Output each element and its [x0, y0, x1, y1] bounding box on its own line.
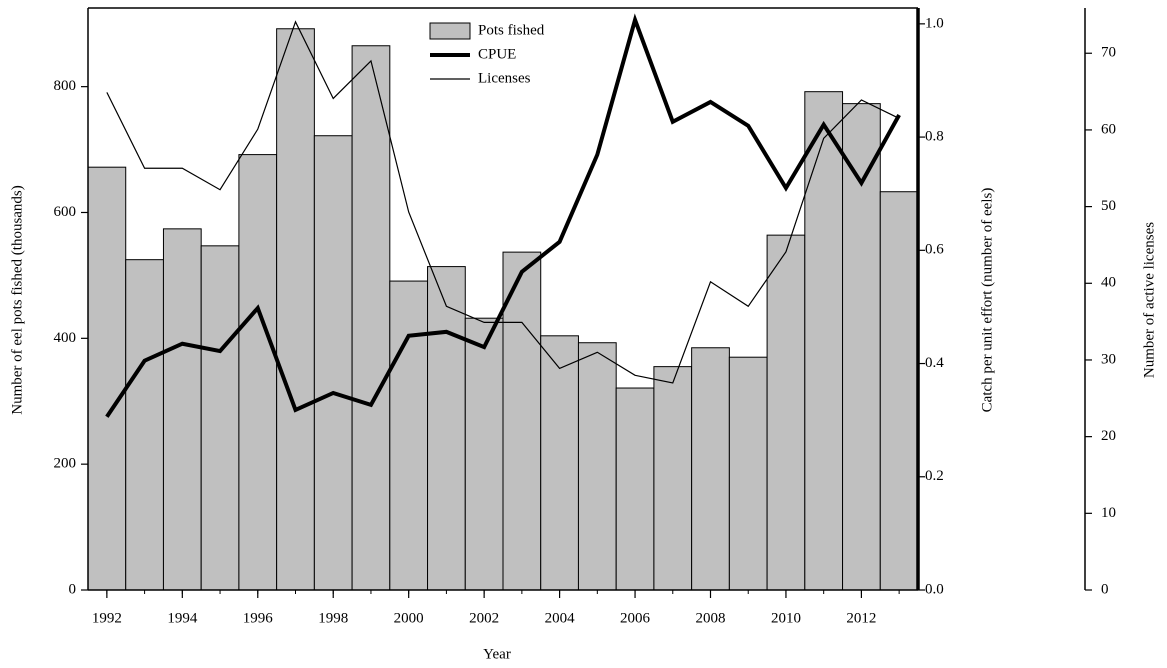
- y2-tick-label: 0.6: [925, 242, 944, 258]
- x-tick-label: 2010: [771, 610, 801, 626]
- bar: [464, 317, 504, 591]
- legend-label: Pots fished: [478, 22, 545, 38]
- bar: [804, 91, 844, 591]
- y-tick-label: 200: [54, 456, 77, 472]
- y3-tick-label: 10: [1101, 505, 1116, 521]
- y3-tick-label: 40: [1101, 275, 1116, 291]
- y3-tick-label: 70: [1101, 45, 1116, 61]
- x-tick-label: 1998: [318, 610, 348, 626]
- bar: [125, 259, 164, 591]
- y2-tick-label: 0.4: [925, 355, 944, 371]
- y3-tick-label: 50: [1101, 198, 1116, 214]
- x-axis-label: Year: [483, 646, 511, 662]
- x-tick-label: 2008: [696, 610, 726, 626]
- x-tick-label: 1992: [92, 610, 122, 626]
- bar: [766, 234, 806, 591]
- x-tick-label: 2000: [394, 610, 424, 626]
- x-tick-label: 2006: [620, 610, 651, 626]
- bar: [879, 191, 919, 591]
- y2-axis-label: Catch per unit effort (number of eels): [979, 188, 995, 413]
- bar: [653, 366, 693, 591]
- y3-tick-label: 0: [1101, 581, 1109, 597]
- x-tick-label: 2004: [545, 610, 576, 626]
- bar: [351, 45, 391, 591]
- y-tick-label: 400: [54, 330, 77, 346]
- bar: [427, 266, 466, 591]
- bar: [615, 387, 655, 591]
- y-tick-label: 600: [54, 204, 77, 220]
- legend-label: Licenses: [478, 70, 531, 86]
- bar: [389, 280, 429, 591]
- line-series: [106, 20, 900, 384]
- bar: [842, 103, 881, 591]
- y2-tick-label: 0.0: [925, 581, 944, 597]
- y3-tick-label: 30: [1101, 351, 1116, 367]
- legend-label: CPUE: [478, 46, 516, 62]
- bar: [577, 342, 617, 591]
- x-tick-label: 2002: [469, 610, 499, 626]
- y-axis-label: Number of eel pots fished (thousands): [9, 185, 25, 415]
- bar: [502, 251, 542, 591]
- bar: [313, 135, 353, 591]
- bar: [200, 245, 240, 591]
- line-series: [105, 13, 901, 418]
- y3-axis-label: Number of active licenses: [1141, 222, 1157, 378]
- y2-tick-label: 0.8: [925, 129, 944, 145]
- y-tick-label: 0: [69, 581, 77, 597]
- y3-tick-label: 60: [1101, 121, 1116, 137]
- bar: [162, 228, 202, 591]
- bar: [540, 335, 579, 591]
- y-tick-label: 800: [54, 78, 77, 94]
- x-tick-label: 1994: [167, 610, 198, 626]
- bar: [691, 347, 730, 591]
- bar: [276, 28, 315, 591]
- y2-tick-label: 0.2: [925, 468, 944, 484]
- bar: [238, 154, 278, 591]
- y2-tick-label: 1.0: [925, 15, 944, 31]
- y3-tick-label: 20: [1101, 428, 1116, 444]
- bar: [87, 166, 127, 591]
- legend-swatch: [429, 22, 471, 40]
- x-tick-label: 1996: [243, 610, 274, 626]
- bar: [728, 356, 768, 591]
- x-tick-label: 2012: [846, 610, 876, 626]
